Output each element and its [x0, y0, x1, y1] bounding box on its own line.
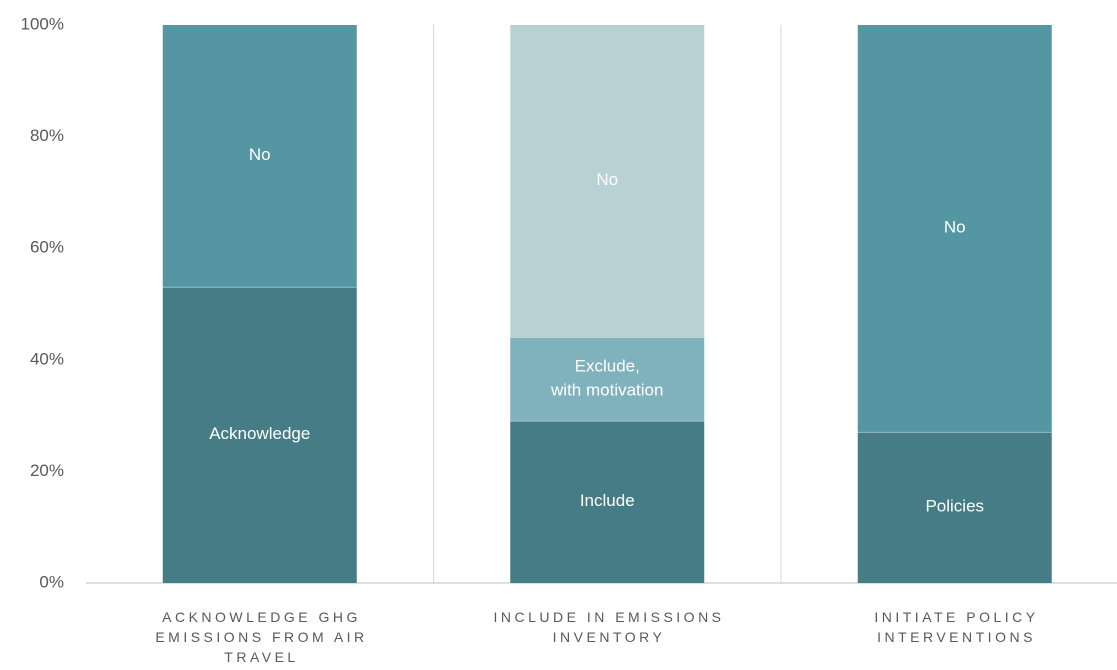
- bar-segment: [510, 421, 705, 583]
- y-tick-label: 60%: [30, 238, 64, 257]
- segment-label: No: [596, 171, 618, 190]
- y-tick-label: 20%: [30, 461, 64, 480]
- bar-segment: [162, 25, 357, 288]
- bar-segment: [162, 287, 357, 583]
- bar-segment: [510, 25, 705, 338]
- segment-label: Policies: [925, 497, 984, 516]
- bar-segment: [510, 337, 705, 422]
- y-tick-label: 40%: [30, 349, 64, 368]
- segment-label: Acknowledge: [209, 425, 310, 444]
- bar-segment: [857, 432, 1052, 583]
- x-tick-label: ACKNOWLEDGE GHG EMISSIONS FROM AIR TRAVEL: [155, 609, 367, 665]
- y-tick-label: 100%: [21, 14, 64, 33]
- x-tick-label: INCLUDE IN EMISSIONS INVENTORY: [493, 609, 724, 645]
- segment-label: No: [249, 146, 271, 165]
- y-tick-label: 0%: [39, 572, 64, 591]
- y-tick-label: 80%: [30, 126, 64, 145]
- segment-label: Include: [580, 492, 635, 511]
- segment-label: No: [944, 218, 966, 237]
- segment-label: Exclude, with motivation: [550, 357, 663, 400]
- bar-segment: [857, 25, 1052, 433]
- x-tick-label: INITIATE POLICY INTERVENTIONS: [874, 609, 1038, 645]
